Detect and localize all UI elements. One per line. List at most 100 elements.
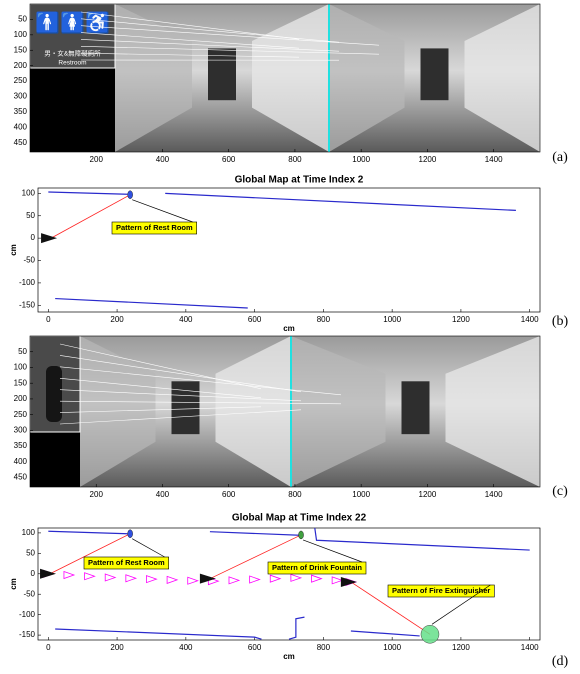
corridor-wall bbox=[291, 336, 386, 487]
x-tick-label: 200 bbox=[110, 643, 124, 652]
trajectory-pose bbox=[331, 576, 344, 585]
y-tick-label: 200 bbox=[14, 394, 28, 403]
match-line bbox=[59, 355, 302, 393]
y-tick-label: -100 bbox=[19, 610, 36, 619]
x-tick-label: 200 bbox=[90, 155, 104, 164]
robot-pose bbox=[40, 568, 57, 579]
match-line bbox=[59, 389, 302, 402]
trajectory-pose bbox=[269, 574, 282, 583]
match-line bbox=[59, 377, 262, 399]
corridor-wall bbox=[80, 336, 156, 487]
x-tick-label: 1400 bbox=[521, 315, 539, 324]
wall-line bbox=[209, 531, 303, 536]
match-line bbox=[80, 11, 300, 40]
x-tick-label: 400 bbox=[179, 643, 193, 652]
wall-line bbox=[288, 616, 305, 640]
y-axis-label: cm bbox=[9, 244, 18, 256]
frame bbox=[29, 3, 541, 153]
annotation-box bbox=[267, 561, 367, 575]
trajectory-pose bbox=[249, 575, 261, 584]
x-tick-label: 1400 bbox=[485, 155, 503, 164]
corridor-wall bbox=[252, 4, 329, 152]
landmark bbox=[127, 190, 133, 199]
trajectory-pose bbox=[125, 574, 138, 583]
y-tick-label: 450 bbox=[14, 473, 28, 482]
y-tick-label: -100 bbox=[19, 278, 36, 287]
x-tick-label: 400 bbox=[156, 490, 170, 499]
corridor-wall bbox=[445, 336, 540, 487]
x-tick-label: 1400 bbox=[521, 643, 539, 652]
y-tick-label: 450 bbox=[14, 138, 28, 147]
x-tick-label: 800 bbox=[317, 315, 331, 324]
x-tick-label: 1000 bbox=[352, 155, 370, 164]
x-tick-label: 600 bbox=[222, 155, 236, 164]
y-tick-label: 0 bbox=[31, 569, 36, 578]
x-tick-label: 1000 bbox=[383, 315, 401, 324]
annotation-arrow bbox=[302, 539, 363, 563]
y-tick-label: 400 bbox=[14, 457, 28, 466]
y-axis-label: cm bbox=[9, 578, 18, 590]
annotation-arrow bbox=[431, 584, 491, 625]
x-axis-label: cm bbox=[283, 652, 295, 661]
y-tick-label: 400 bbox=[14, 122, 28, 131]
corridor-end bbox=[420, 48, 449, 101]
trajectory-pose bbox=[166, 575, 179, 584]
y-tick-label: 350 bbox=[14, 441, 28, 450]
annotation-box bbox=[83, 556, 169, 570]
frame bbox=[37, 187, 541, 313]
wall-line bbox=[48, 530, 128, 535]
frame bbox=[37, 527, 541, 641]
match-line bbox=[80, 25, 380, 46]
annotation-arrow bbox=[132, 199, 193, 223]
y-tick-label: 100 bbox=[14, 363, 28, 372]
observation-ray bbox=[50, 194, 131, 239]
match-line bbox=[80, 52, 300, 58]
match-line bbox=[59, 409, 302, 425]
x-tick-label: 1200 bbox=[452, 643, 470, 652]
x-tick-label: 800 bbox=[317, 643, 331, 652]
y-tick-label: 100 bbox=[22, 528, 36, 537]
y-tick-label: 50 bbox=[26, 548, 35, 557]
extinguisher bbox=[46, 366, 62, 422]
match-line bbox=[80, 45, 380, 55]
annotation-box bbox=[111, 221, 197, 235]
annotation-text: Pattern of Drink Fountain bbox=[272, 563, 362, 572]
frame bbox=[29, 335, 541, 488]
trajectory-pose bbox=[228, 576, 241, 585]
x-tick-label: 200 bbox=[110, 315, 124, 324]
robot-pose bbox=[340, 576, 357, 587]
panel-label: (a) bbox=[552, 150, 568, 165]
landmark bbox=[298, 530, 304, 540]
x-tick-label: 600 bbox=[248, 643, 262, 652]
trajectory-pose bbox=[146, 575, 158, 584]
x-tick-label: 1200 bbox=[419, 490, 437, 499]
observation-ray bbox=[209, 534, 302, 580]
y-tick-label: 150 bbox=[14, 45, 28, 54]
sign-icons: 🚹🚺♿ bbox=[35, 10, 110, 34]
wall-line bbox=[55, 297, 248, 309]
x-tick-label: 200 bbox=[90, 490, 104, 499]
match-line bbox=[80, 18, 340, 43]
y-tick-label: 250 bbox=[14, 410, 28, 419]
y-tick-label: -150 bbox=[19, 630, 36, 639]
corridor-end bbox=[208, 48, 236, 101]
x-tick-label: 600 bbox=[248, 315, 262, 324]
x-tick-label: 400 bbox=[156, 155, 170, 164]
y-tick-label: 100 bbox=[22, 188, 36, 197]
x-axis-label: cm bbox=[283, 324, 295, 333]
corridor-wall bbox=[215, 336, 291, 487]
panel-label: (c) bbox=[552, 484, 568, 499]
x-tick-label: 400 bbox=[179, 315, 193, 324]
y-tick-label: 300 bbox=[14, 425, 28, 434]
annotation-text: Pattern of Rest Room bbox=[116, 223, 193, 232]
trajectory-pose bbox=[104, 573, 117, 582]
trajectory-pose bbox=[311, 574, 323, 583]
panel-label: (d) bbox=[552, 654, 569, 669]
annotation-box bbox=[387, 584, 495, 598]
match-line bbox=[80, 39, 340, 52]
observation-ray bbox=[350, 581, 431, 635]
match-line bbox=[59, 400, 342, 405]
x-tick-label: 800 bbox=[288, 490, 302, 499]
x-tick-label: 1000 bbox=[383, 643, 401, 652]
y-tick-label: 350 bbox=[14, 107, 28, 116]
